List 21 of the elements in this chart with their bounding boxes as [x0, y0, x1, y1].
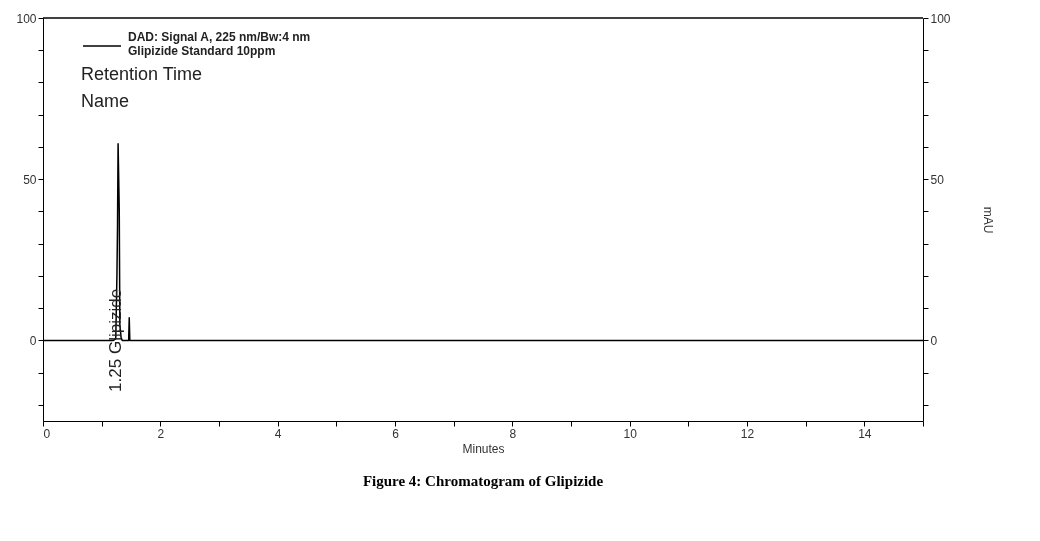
legend-label: DAD: Signal A, 225 nm/Bw:4 nm Glipizide Standard 10ppm [128, 30, 311, 58]
y-tick-label: 0 [29, 333, 37, 348]
x-tick-label: 10 [623, 426, 638, 441]
text: Figure 4: Chromatogram of Glipizide [362, 473, 604, 489]
y-tick-label: 100 [16, 11, 37, 26]
x-tick-label: 14 [858, 426, 872, 441]
y2-axis-title: mAU [980, 206, 995, 234]
y2-tick-label: 100 [930, 11, 951, 26]
x-tick-label: 6 [392, 426, 400, 441]
x-tick-label: 4 [274, 426, 282, 441]
x-tick-label: 0 [43, 426, 51, 441]
y2-tick-label: 50 [930, 172, 945, 187]
annotation: 1.25 Glipizide [106, 288, 126, 392]
x-tick-label: 2 [157, 426, 165, 441]
annotation: Name [81, 91, 130, 111]
y-tick-label: 50 [23, 172, 37, 187]
x-axis-title: Minutes [462, 441, 505, 456]
x-tick-label: 12 [740, 426, 755, 441]
y2-tick-label: 0 [930, 333, 938, 348]
x-tick-label: 8 [509, 426, 517, 441]
annotation: Retention Time [81, 64, 203, 84]
